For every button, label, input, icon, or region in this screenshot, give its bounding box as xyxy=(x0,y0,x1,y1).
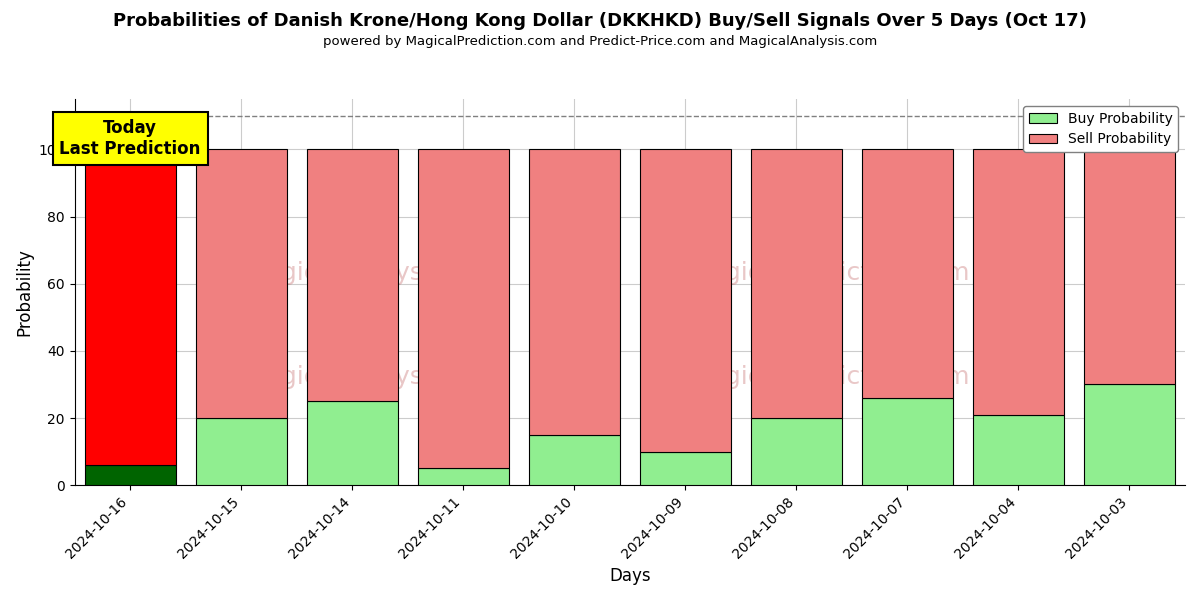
X-axis label: Days: Days xyxy=(610,567,650,585)
Bar xyxy=(862,149,953,398)
Bar xyxy=(973,415,1064,485)
Bar xyxy=(529,149,620,435)
Bar xyxy=(196,149,287,418)
Bar xyxy=(640,149,731,452)
Bar xyxy=(529,435,620,485)
Bar xyxy=(751,149,842,418)
Bar xyxy=(85,149,175,465)
Bar xyxy=(862,398,953,485)
Bar xyxy=(418,469,509,485)
Text: MagicalAnalysis.com: MagicalAnalysis.com xyxy=(245,365,505,389)
Bar xyxy=(973,149,1064,415)
Legend: Buy Probability, Sell Probability: Buy Probability, Sell Probability xyxy=(1024,106,1178,152)
Bar xyxy=(307,149,397,401)
Bar xyxy=(1084,385,1175,485)
Bar xyxy=(751,418,842,485)
Bar xyxy=(418,149,509,469)
Bar xyxy=(1084,149,1175,385)
Text: Probabilities of Danish Krone/Hong Kong Dollar (DKKHKD) Buy/Sell Signals Over 5 : Probabilities of Danish Krone/Hong Kong … xyxy=(113,12,1087,30)
Bar xyxy=(307,401,397,485)
Text: powered by MagicalPrediction.com and Predict-Price.com and MagicalAnalysis.com: powered by MagicalPrediction.com and Pre… xyxy=(323,35,877,48)
Text: MagicalPrediction.com: MagicalPrediction.com xyxy=(689,261,971,285)
Bar xyxy=(640,452,731,485)
Bar xyxy=(85,465,175,485)
Text: Today
Last Prediction: Today Last Prediction xyxy=(60,119,200,158)
Bar xyxy=(196,418,287,485)
Text: MagicalAnalysis.com: MagicalAnalysis.com xyxy=(245,261,505,285)
Y-axis label: Probability: Probability xyxy=(16,248,34,336)
Text: MagicalPrediction.com: MagicalPrediction.com xyxy=(689,365,971,389)
